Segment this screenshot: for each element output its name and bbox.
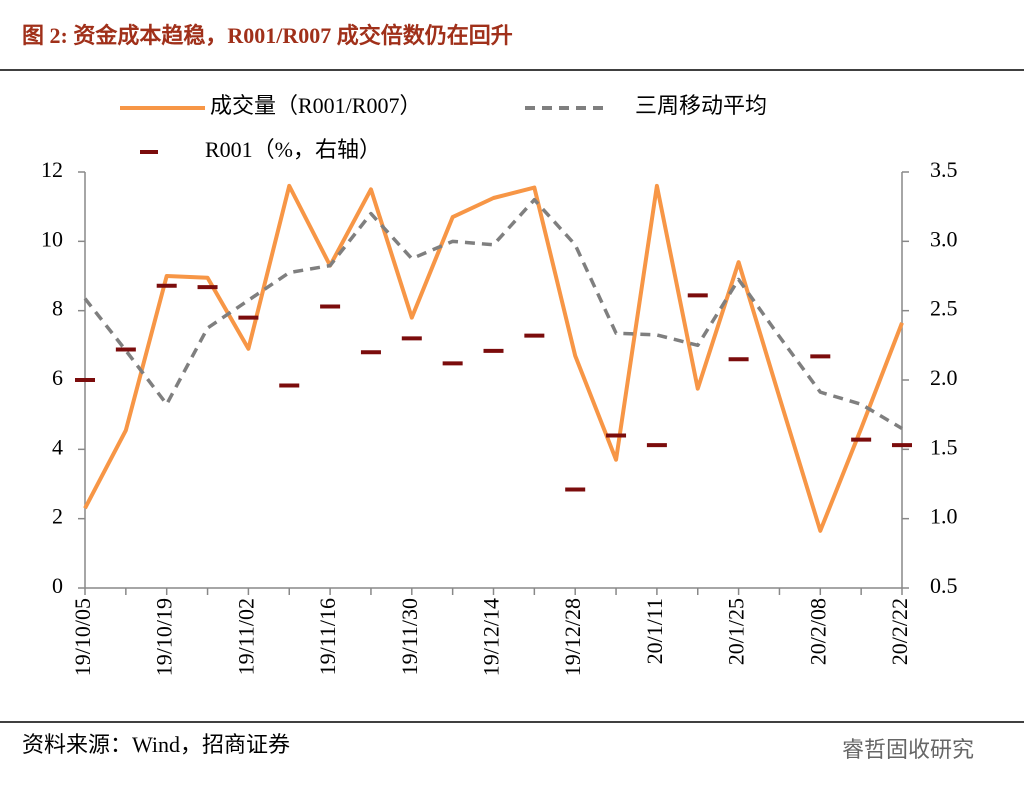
y-tick-label: 10 xyxy=(41,226,63,251)
legend-label: 成交量（R001/R007） xyxy=(210,93,421,118)
watermark: 睿哲固收研究 xyxy=(842,737,974,762)
y2-tick-label: 2.5 xyxy=(930,296,958,321)
x-tick-label: 19/11/30 xyxy=(397,598,422,675)
y2-tick-label: 3.5 xyxy=(930,157,958,182)
y2-tick-label: 0.5 xyxy=(930,573,958,598)
x-tick-label: 20/2/08 xyxy=(805,598,830,665)
x-tick-label: 20/1/11 xyxy=(642,598,667,664)
y2-tick-label: 2.0 xyxy=(930,365,958,390)
y-tick-label: 0 xyxy=(52,573,63,598)
y2-tick-label: 3.0 xyxy=(930,226,958,251)
chart-title: 图 2: 资金成本趋稳，R001/R007 成交倍数仍在回升 xyxy=(22,23,513,48)
x-tick-label: 19/11/02 xyxy=(233,598,258,675)
y-tick-label: 12 xyxy=(41,157,63,182)
x-tick-label: 20/1/25 xyxy=(724,598,749,665)
series-line xyxy=(83,183,904,533)
y2-tick-label: 1.0 xyxy=(930,504,958,529)
y-tick-label: 8 xyxy=(52,296,63,321)
y-tick-label: 6 xyxy=(52,365,63,390)
legend-label: R001（%，右轴） xyxy=(205,137,381,162)
x-tick-label: 19/11/16 xyxy=(315,598,340,675)
x-tick-label: 19/10/19 xyxy=(152,598,177,676)
y-tick-label: 4 xyxy=(52,434,63,459)
y2-tick-label: 1.5 xyxy=(930,434,958,459)
legend-label: 三周移动平均 xyxy=(635,93,767,118)
source: 资料来源：Wind，招商证券 xyxy=(22,732,290,757)
y-tick-label: 2 xyxy=(52,504,63,529)
x-tick-label: 19/12/14 xyxy=(479,598,504,676)
x-tick-label: 19/10/05 xyxy=(70,598,95,676)
x-tick-label: 19/12/28 xyxy=(560,598,585,676)
x-tick-label: 20/2/22 xyxy=(887,598,912,665)
